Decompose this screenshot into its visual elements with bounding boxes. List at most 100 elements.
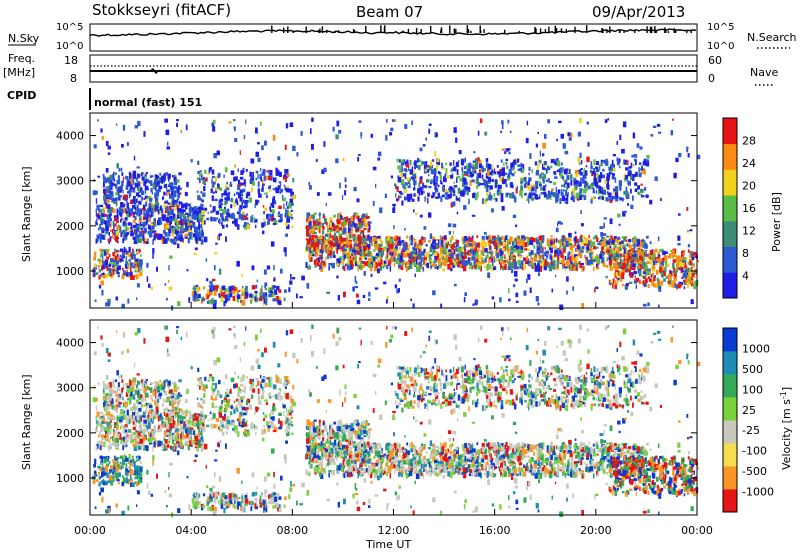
- power-cell: [634, 258, 636, 262]
- power-cell: [489, 188, 491, 192]
- power-cell: [693, 251, 697, 255]
- power-cell: [102, 173, 105, 179]
- power-cell: [528, 180, 530, 186]
- power-cell: [350, 230, 353, 233]
- power-cell: [587, 260, 591, 265]
- power-cell: [173, 176, 177, 181]
- power-cell: [431, 195, 434, 199]
- power-cell: [469, 180, 472, 186]
- power-cell: [398, 191, 402, 194]
- power-cell: [535, 143, 538, 148]
- power-cell: [450, 202, 454, 208]
- power-cell: [355, 280, 358, 284]
- power-cell: [627, 169, 632, 174]
- power-cell: [524, 184, 527, 188]
- power-cell: [119, 206, 122, 212]
- power-cell: [208, 168, 211, 173]
- power-cell: [282, 194, 284, 201]
- power-cell: [631, 263, 636, 268]
- power-cell: [124, 264, 127, 269]
- power-cell: [320, 240, 323, 245]
- power-cell: [548, 266, 553, 272]
- power-cell: [515, 292, 519, 298]
- power-cell: [108, 268, 112, 274]
- power-cell: [93, 272, 96, 278]
- power-cell: [547, 166, 551, 170]
- power-cell: [615, 271, 618, 277]
- power-cell: [155, 199, 159, 206]
- power-cell: [542, 174, 546, 180]
- power-cell: [435, 176, 439, 182]
- power-cell: [676, 263, 679, 267]
- power-cell: [173, 237, 176, 244]
- power-cell: [509, 236, 513, 243]
- power-cell: [412, 246, 415, 250]
- power-cell: [560, 172, 563, 179]
- power-cell: [507, 173, 511, 179]
- power-cell: [554, 249, 558, 254]
- power-cell: [279, 213, 283, 220]
- power-cell: [143, 197, 146, 200]
- power-cell: [652, 277, 656, 282]
- power-cell: [358, 154, 361, 157]
- power-cell: [463, 205, 467, 210]
- power-cell: [613, 244, 617, 249]
- power-cell: [592, 190, 596, 194]
- power-cell: [472, 160, 476, 163]
- power-cell: [613, 167, 616, 172]
- power-cell: [404, 124, 408, 129]
- power-cell: [623, 210, 627, 213]
- power-cell: [553, 192, 556, 198]
- power-cell: [672, 259, 676, 263]
- power-cell: [578, 181, 582, 187]
- power-cell: [575, 184, 578, 189]
- power-cell: [581, 302, 584, 309]
- power-cell: [475, 261, 479, 265]
- power-cell: [682, 266, 685, 271]
- power-cell: [492, 255, 495, 259]
- power-cell: [106, 221, 110, 226]
- power-cell: [422, 144, 426, 147]
- power-cell: [504, 172, 508, 175]
- power-cell: [149, 214, 153, 218]
- power-cell: [499, 253, 502, 257]
- power-cell: [412, 249, 416, 254]
- power-cell: [613, 188, 615, 192]
- power-cell: [588, 234, 590, 239]
- power-cell: [442, 268, 446, 272]
- power-cell: [489, 239, 492, 243]
- power-cell: [244, 225, 248, 230]
- power-cell: [138, 190, 142, 193]
- power-cell: [514, 245, 518, 249]
- power-cell: [433, 260, 436, 264]
- power-cell: [109, 272, 113, 277]
- power-cell: [349, 244, 353, 250]
- power-cell: [455, 195, 458, 200]
- power-cell: [491, 165, 494, 170]
- power-cell: [474, 252, 479, 257]
- power-cell: [453, 185, 456, 190]
- power-cell: [639, 254, 642, 260]
- power-cell: [115, 230, 119, 237]
- power-cell: [278, 219, 282, 223]
- power-cell: [142, 221, 146, 227]
- power-cell: [377, 235, 381, 239]
- power-cell: [591, 183, 594, 187]
- power-cell: [424, 253, 428, 258]
- power-cell: [385, 236, 388, 239]
- power-cell: [400, 159, 404, 164]
- power-cell: [474, 249, 476, 255]
- power-cell: [472, 173, 475, 177]
- power-cell: [119, 257, 121, 263]
- power-cell: [393, 251, 397, 256]
- power-cell: [277, 185, 281, 190]
- power-cell: [115, 183, 118, 189]
- power-cell: [448, 187, 451, 192]
- power-cell: [115, 249, 118, 252]
- power-cell: [321, 240, 325, 245]
- power-cell: [458, 197, 461, 203]
- power-cell: [239, 197, 242, 202]
- power-cell: [608, 260, 613, 265]
- power-cell: [106, 199, 110, 204]
- power-cell: [257, 173, 259, 179]
